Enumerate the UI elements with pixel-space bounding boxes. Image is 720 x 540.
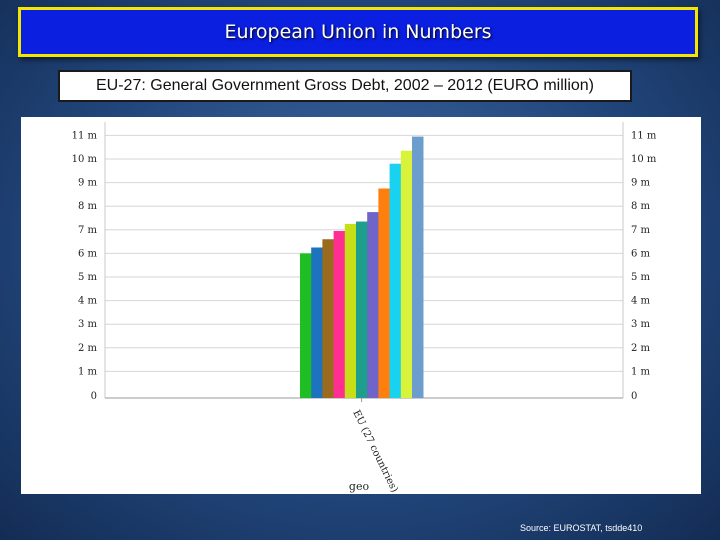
- y-tick-label-right: 10 m: [631, 154, 657, 165]
- y-tick-label-right: 7 m: [631, 225, 651, 236]
- y-tick-label-right: 6 m: [631, 248, 651, 259]
- y-tick-labels: 0 0 1 m 1 m 2 m 2 m 3 m 3 m 4 m 4 m 5 m 5 m 6 m 6 m 7 …: [72, 130, 657, 402]
- bar: [344, 223, 357, 398]
- x-axis-label: geo: [349, 480, 370, 493]
- y-tick-label-right: 8 m: [631, 201, 651, 212]
- y-tick-label-right: 1 m: [631, 366, 651, 377]
- title-banner: European Union in Numbers: [18, 7, 698, 57]
- y-tick-label-left: 10 m: [72, 154, 98, 165]
- y-tick-label-left: 9 m: [78, 178, 98, 189]
- y-tick-label-left: 1 m: [78, 366, 98, 377]
- source-note: Source: EUROSTAT, tsdde410: [520, 523, 643, 533]
- bar: [378, 188, 390, 398]
- y-tick-label-right: 2 m: [631, 343, 651, 354]
- y-tick-label-right: 5 m: [631, 272, 651, 283]
- bar: [356, 221, 368, 398]
- y-tick-label-left: 8 m: [78, 201, 98, 212]
- y-tick-label-left: 5 m: [78, 272, 98, 283]
- page-title: European Union in Numbers: [224, 21, 492, 43]
- chart-subtitle: EU-27: General Government Gross Debt, 20…: [96, 77, 594, 94]
- bar: [333, 230, 346, 398]
- y-tick-label-right: 4 m: [631, 296, 651, 307]
- y-tick-label-left: 0: [91, 391, 97, 402]
- y-tick-label-right: 9 m: [631, 178, 651, 189]
- bar: [412, 136, 424, 398]
- y-tick-label-left: 7 m: [78, 225, 98, 236]
- bar: [400, 150, 413, 398]
- y-tick-label-right: 3 m: [631, 319, 651, 330]
- y-tick-label-left: 4 m: [78, 296, 98, 307]
- bar-chart: geo 0 0 1 m 1 m 2 m 2 m 3 m 3 m 4 m 4 m 5 m 5 m 6 m 6…: [72, 122, 657, 494]
- bar: [389, 163, 402, 398]
- y-tick-label-left: 11 m: [72, 130, 98, 141]
- y-tick-label-right: 11 m: [631, 130, 657, 141]
- y-tick-label-left: 6 m: [78, 248, 98, 259]
- bar: [322, 239, 334, 398]
- chart-panel: geo 0 0 1 m 1 m 2 m 2 m 3 m 3 m 4 m 4 m 5 m 5 m 6 m 6…: [21, 117, 701, 494]
- bar: [300, 253, 312, 398]
- bar: [367, 212, 379, 398]
- bars: [300, 136, 424, 398]
- y-tick-label-left: 3 m: [78, 319, 98, 330]
- y-tick-label-right: 0: [631, 391, 637, 402]
- y-tick-label-left: 2 m: [78, 343, 98, 354]
- subtitle-banner: EU-27: General Government Gross Debt, 20…: [58, 70, 632, 102]
- bar: [311, 247, 323, 398]
